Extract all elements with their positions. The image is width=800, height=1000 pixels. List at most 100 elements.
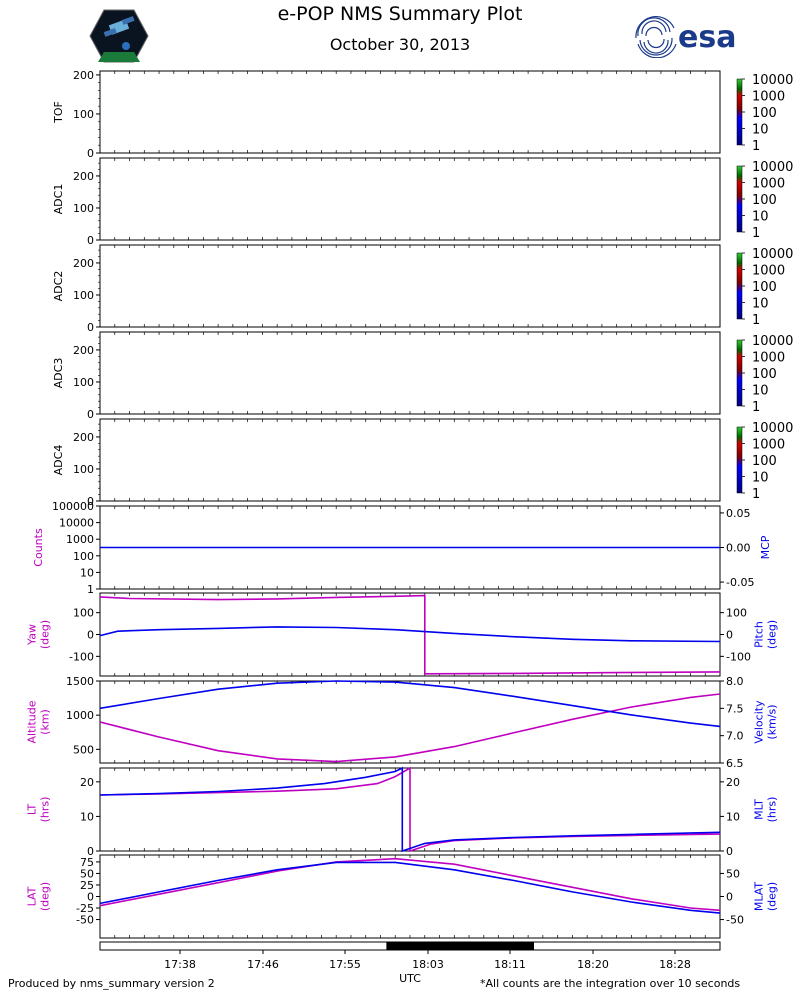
right-tick-label: 100	[726, 607, 747, 620]
panel-ylabel: TOF	[52, 101, 65, 124]
plot-date: October 30, 2013	[329, 35, 471, 54]
left-tick-label: -25	[76, 902, 94, 915]
colorbar-tick-label: 100	[752, 454, 777, 469]
footer-version: Produced by nms_summary version 2	[8, 977, 215, 990]
colorbar-tick-label: 100	[752, 106, 777, 121]
right-tick-label: 10	[726, 810, 740, 823]
svg-text:Counts: Counts	[32, 528, 45, 567]
x-tick-label: 18:03	[412, 958, 444, 971]
svg-text:MLAT: MLAT	[753, 882, 766, 912]
panel-y-tick-label: 100	[73, 463, 94, 476]
x-tick-label: 18:11	[494, 958, 526, 971]
blue-series-line	[99, 680, 721, 728]
right-tick-label: -100	[726, 650, 751, 663]
right-tick-label: 50	[726, 867, 740, 880]
right-tick-label: 20	[726, 776, 740, 789]
left-tick-label: 0	[87, 891, 94, 904]
svg-text:Altitude: Altitude	[26, 700, 39, 743]
right-axis-label: Velocity (km/s)	[753, 700, 779, 744]
right-axis-label: MLAT (deg)	[753, 882, 779, 912]
left-tick-label: 1500	[66, 675, 94, 688]
panel-frame	[99, 854, 721, 939]
svg-text:(deg): (deg)	[766, 882, 779, 911]
left-tick-label: -100	[69, 650, 94, 663]
panel-adc2-frame	[99, 244, 721, 328]
left-tick-label: 20	[80, 776, 94, 789]
svg-text:ADC3: ADC3	[52, 358, 65, 389]
colorbar-tick-label: 100	[752, 280, 777, 295]
colorbar	[736, 426, 743, 494]
colorbar-tick-label: 10	[752, 210, 769, 225]
left-tick-label: -50	[76, 914, 94, 927]
panel-ylabel: ADC1	[52, 184, 65, 215]
panel-frame	[99, 592, 721, 677]
counts-tick-label: 1	[87, 583, 94, 596]
right-tick-label: 0	[726, 845, 733, 858]
panel-y-tick-label: 100	[73, 108, 94, 121]
svg-text:LAT: LAT	[26, 886, 39, 906]
svg-text:(deg): (deg)	[39, 882, 52, 911]
right-tick-label: 8.0	[726, 675, 744, 688]
svg-text:(hrs): (hrs)	[766, 797, 779, 823]
panel-y-tick-label: 200	[73, 170, 94, 183]
colorbar-tick-label: 10	[752, 297, 769, 312]
colorbar-tick-label: 1	[752, 400, 760, 415]
svg-text:(deg): (deg)	[39, 620, 52, 649]
svg-text:Velocity: Velocity	[753, 700, 766, 744]
svg-text:Pitch: Pitch	[753, 621, 766, 648]
panel-y-tick-label: 0	[87, 321, 94, 334]
counts-tick-label: 100	[73, 550, 94, 563]
left-tick-label: 1000	[66, 709, 94, 722]
left-axis-label: Counts	[32, 528, 45, 567]
left-tick-label: 500	[73, 743, 94, 756]
blue-series-line	[99, 861, 721, 914]
colorbar-tick-label: 1	[752, 139, 760, 154]
right-tick-label: 7.5	[726, 702, 744, 715]
left-axis-label: LT (hrs)	[26, 797, 52, 823]
colorbar-tick-label: 100	[752, 193, 777, 208]
panel-adc3-frame	[99, 331, 721, 415]
mcp-tick-label: -0.05	[726, 576, 754, 589]
mcp-tick-label: 0.05	[726, 507, 751, 520]
panel-adc4-frame	[99, 418, 721, 502]
left-tick-label: 0	[87, 629, 94, 642]
svg-text:TOF: TOF	[52, 101, 65, 124]
x-tick-label: 18:20	[577, 958, 609, 971]
panel-y-tick-label: 0	[87, 147, 94, 160]
x-tick-label: 18:28	[659, 958, 691, 971]
footer-note: *All counts are the integration over 10 …	[480, 977, 741, 990]
left-axis-label: Yaw (deg)	[26, 620, 52, 649]
colorbar	[736, 252, 743, 320]
satellite-mission-patch-logo	[88, 8, 150, 68]
counts-tick-label: 100000	[52, 500, 94, 513]
left-tick-label: 100	[73, 607, 94, 620]
right-axis-label: MLT (hrs)	[753, 797, 779, 823]
x-tick-label: 17:55	[329, 958, 361, 971]
magenta-series-line	[99, 693, 721, 763]
svg-text:MLT: MLT	[753, 799, 766, 820]
svg-text:(km/s): (km/s)	[766, 704, 779, 739]
colorbar-tick-label: 1	[752, 487, 760, 502]
left-tick-label: 25	[80, 879, 94, 892]
colorbar-tick-label: 1000	[752, 351, 785, 366]
left-axis-label: LAT (deg)	[26, 882, 52, 911]
esa-logo: esa	[632, 14, 752, 62]
panel-y-tick-label: 100	[73, 202, 94, 215]
colorbar-tick-label: 10000	[752, 421, 793, 436]
right-tick-label: 0	[726, 629, 733, 642]
colorbar-tick-label: 10	[752, 471, 769, 486]
right-tick-label: 0	[726, 891, 733, 904]
right-tick-label: 7.0	[726, 730, 744, 743]
colorbar-tick-label: 1000	[752, 90, 785, 105]
svg-text:LT: LT	[26, 804, 39, 816]
blue-series-line	[99, 766, 721, 853]
panel-y-tick-label: 100	[73, 289, 94, 302]
panel-ylabel: ADC2	[52, 271, 65, 302]
colorbar	[736, 339, 743, 407]
magenta-series-line	[99, 766, 721, 853]
panel-y-tick-label: 200	[73, 431, 94, 444]
colorbar-tick-label: 10000	[752, 334, 793, 349]
esa-logo-text: esa	[678, 20, 736, 55]
blue-series-line	[99, 626, 721, 643]
